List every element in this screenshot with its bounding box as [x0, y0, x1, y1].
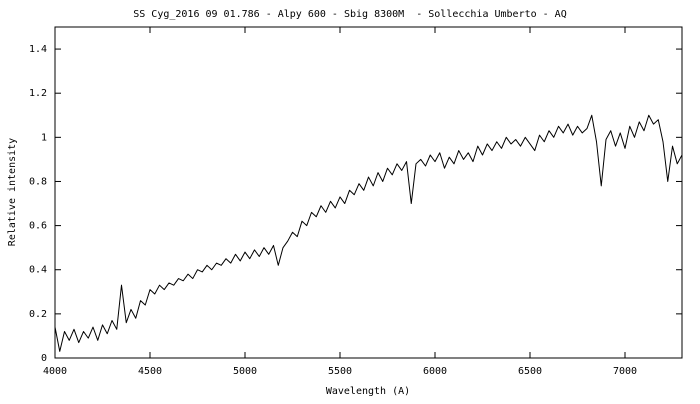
- y-tick-label: 0: [41, 353, 47, 364]
- spectrum-line: [54, 114, 683, 352]
- y-tick-label: 1.4: [29, 44, 47, 55]
- x-axis-label: Wavelength (A): [326, 386, 410, 397]
- y-tick-label: 0.6: [29, 221, 47, 232]
- plot-frame: [54, 26, 683, 359]
- x-tick-label: 5500: [328, 366, 352, 377]
- y-axis-label: Relative intensity: [7, 138, 18, 246]
- x-tick-label: 5000: [233, 366, 257, 377]
- x-tick-label: 4500: [138, 366, 162, 377]
- chart-title: SS Cyg_2016 09 01.786 - Alpy 600 - Sbig …: [133, 9, 566, 20]
- y-tick-label: 1: [41, 132, 47, 143]
- y-tick-label: 0.4: [29, 265, 47, 276]
- y-tick-label: 0.2: [29, 309, 47, 320]
- x-tick-label: 6500: [518, 366, 542, 377]
- x-tick-label: 6000: [423, 366, 447, 377]
- x-tick-label: 7000: [613, 366, 637, 377]
- y-tick-label: 1.2: [29, 88, 47, 99]
- y-tick-label: 0.8: [29, 176, 47, 187]
- x-tick-label: 4000: [43, 366, 67, 377]
